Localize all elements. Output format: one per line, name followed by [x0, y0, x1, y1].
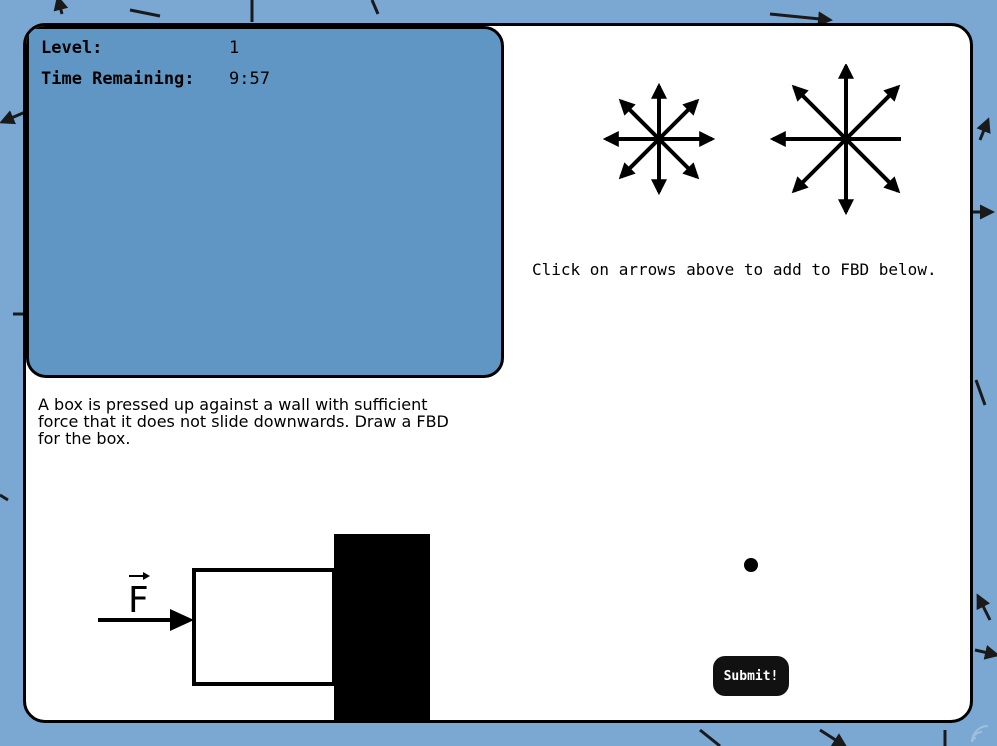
- game-card: Level: 1 Time Remaining: 9:57 A box is pre…: [23, 23, 973, 723]
- vector-arrow-icon: [129, 572, 150, 580]
- level-label: Level:: [41, 38, 103, 58]
- time-value: 9:57: [229, 69, 270, 89]
- large-arrow-set: [769, 64, 901, 216]
- level-row: Level: 1: [41, 38, 239, 58]
- palette-instruction: Click on arrows above to add to FBD belo…: [532, 260, 937, 279]
- time-row: Time Remaining: 9:57: [41, 69, 270, 89]
- force-arrow-icon: [98, 609, 194, 631]
- force-label: F: [128, 580, 149, 621]
- arrow-up-left-icon[interactable]: [618, 98, 661, 141]
- signal-icon: [971, 725, 989, 743]
- level-value: 1: [229, 38, 240, 58]
- arrow-up-left-icon[interactable]: [791, 84, 848, 141]
- submit-button[interactable]: Submit!: [713, 656, 789, 696]
- problem-statement: A box is pressed up against a wall with …: [38, 395, 449, 448]
- arrow-up-right-icon[interactable]: [844, 84, 901, 141]
- wall-shape: [334, 534, 430, 720]
- hud-panel: Level: 1 Time Remaining: 9:57: [26, 26, 504, 378]
- arrow-down-right-icon[interactable]: [657, 137, 700, 180]
- arrow-down-left-icon[interactable]: [618, 137, 661, 180]
- arrow-up-right-icon[interactable]: [657, 98, 700, 141]
- box-shape: [192, 568, 336, 686]
- fbd-origin-point[interactable]: [744, 558, 758, 572]
- time-label: Time Remaining:: [41, 69, 195, 89]
- arrow-down-left-icon[interactable]: [791, 137, 848, 194]
- arrow-palette: [602, 64, 901, 216]
- small-arrow-set: [602, 82, 716, 196]
- problem-diagram: F: [98, 534, 430, 720]
- arrow-down-right-icon[interactable]: [844, 137, 901, 194]
